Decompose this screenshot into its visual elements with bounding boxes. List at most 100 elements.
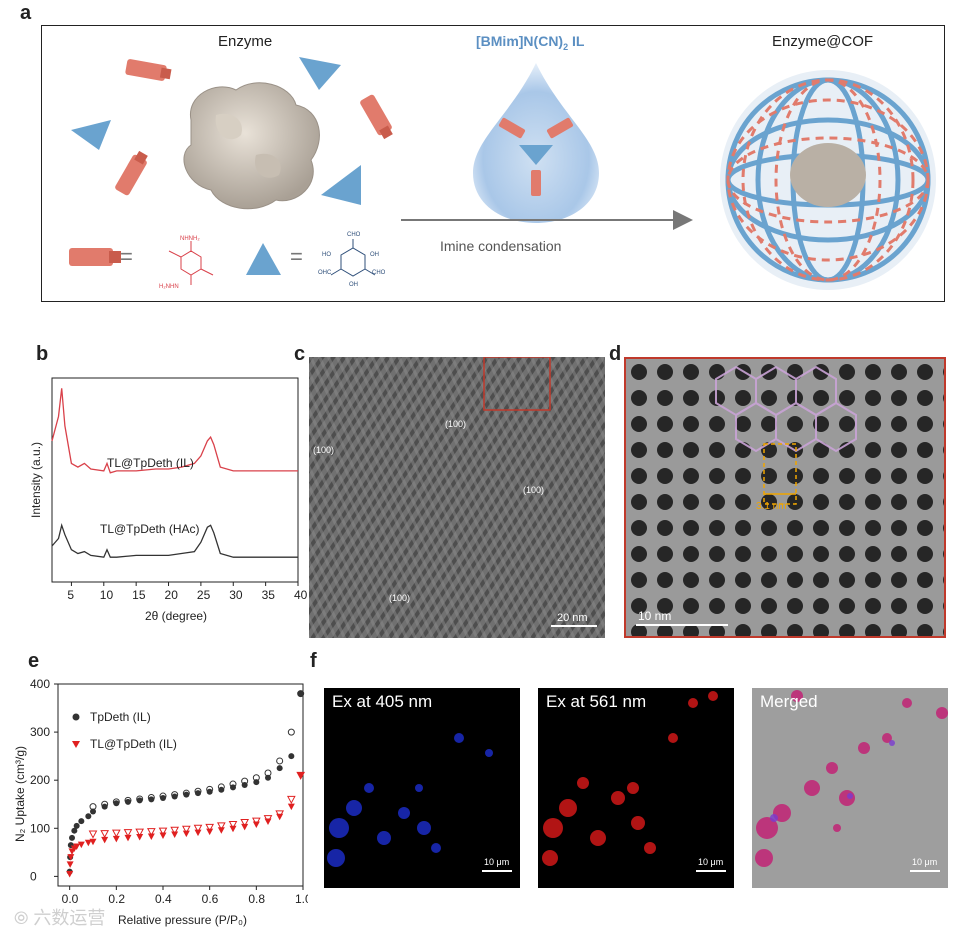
lattice-annotation-2: (100) — [445, 419, 467, 429]
scale-text-d: 10 nm — [638, 609, 672, 623]
point-tl-tpdeth-desorption — [205, 823, 215, 832]
legend-marker-tpdeth — [72, 713, 80, 721]
point-tpdeth-desorption — [112, 798, 120, 806]
xrd-xtick-label: 10 — [100, 588, 114, 602]
merged-image: Merged 10 μm — [752, 688, 948, 888]
point-tpdeth-desorption — [124, 796, 132, 804]
zoom-region-box — [483, 357, 551, 411]
isotherm-xtick-label: 0.2 — [108, 892, 125, 906]
isotherm-chart: 0 100 200 300 400 0.0 0.2 0.4 0.6 0.8 1.0 TpDeth (… — [13, 677, 308, 927]
linker-icon-1 — [125, 59, 172, 81]
enzyme-label: Enzyme — [218, 33, 273, 50]
triangle-node-icon-3 — [321, 165, 361, 205]
point-tl-tpdeth-adsorption — [206, 828, 214, 836]
point-tl-tpdeth-desorption — [263, 815, 273, 824]
legend-tl-tpdeth: TL@TpDeth (IL) — [90, 737, 177, 751]
scale-bar-d — [636, 624, 728, 626]
isotherm-xtick-label: 0.0 — [62, 892, 79, 906]
point-tpdeth-adsorption — [265, 774, 271, 781]
fluor-title-561: Ex at 561 nm — [546, 692, 647, 711]
point-tl-tpdeth-desorption — [286, 795, 296, 804]
molecule-label-cho-right: CHO — [372, 270, 386, 276]
point-tl-tpdeth-adsorption — [217, 827, 225, 834]
linker-molecule-structure — [168, 241, 214, 285]
isotherm-plot-frame — [57, 683, 304, 887]
lattice-annotation-4: (100) — [389, 593, 411, 603]
molecule-label-oh-bottom: OH — [349, 282, 358, 288]
point-tpdeth-desorption — [182, 789, 190, 797]
point-tpdeth-desorption — [147, 794, 155, 802]
xrd-xtick-label: 35 — [262, 588, 276, 602]
xrd-xtick-label: 40 — [294, 588, 308, 602]
linker-icon-3 — [360, 94, 393, 140]
merged-particles — [755, 690, 948, 867]
panel-letter-e: e — [28, 650, 40, 672]
tem-image-c: (100) (100) (100) (100) 20 nm — [309, 357, 605, 638]
fluorescence-561-image: Ex at 561 nm 10 μm — [538, 688, 734, 888]
point-tpdeth-adsorption — [195, 790, 201, 797]
lattice-annotation-3: (100) — [523, 485, 545, 495]
isotherm-ytick-label: 0 — [30, 869, 37, 883]
point-tl-tpdeth-adsorption — [66, 861, 74, 868]
point-tl-tpdeth-adsorption — [89, 838, 97, 846]
point-tl-tpdeth-adsorption — [67, 854, 75, 861]
fluorescence-405-image: Ex at 405 nm 10 μm — [324, 688, 520, 888]
point-tl-tpdeth-desorption — [111, 829, 121, 838]
point-tpdeth-desorption — [276, 757, 284, 765]
point-tl-tpdeth-desorption — [240, 819, 250, 828]
equals-sign-1: = — [120, 244, 133, 269]
point-tl-tpdeth-desorption — [88, 830, 98, 839]
point-tpdeth-desorption — [89, 803, 97, 811]
point-tpdeth-desorption — [206, 785, 214, 793]
legend-marker-tl-tpdeth — [72, 741, 80, 748]
scale-text-f1: 10 μm — [484, 857, 510, 867]
point-tl-tpdeth-adsorption — [77, 841, 85, 849]
xrd-label-hac: TL@TpDeth (HAc) — [100, 522, 200, 536]
point-tpdeth-desorption — [297, 690, 305, 698]
point-tpdeth-desorption — [264, 769, 272, 777]
fluor-title-405: Ex at 405 nm — [332, 692, 433, 711]
point-tl-tpdeth-desorption — [193, 824, 203, 833]
triangle-node-icon-1 — [71, 120, 111, 150]
product-label: Enzyme@COF — [772, 33, 874, 50]
xrd-xtick-label: 30 — [229, 588, 243, 602]
point-tl-tpdeth-desorption — [146, 828, 156, 837]
point-tl-tpdeth-adsorption — [112, 835, 120, 843]
panel-letter-b: b — [36, 343, 49, 365]
panel-letter-f: f — [310, 650, 317, 672]
molecule-label-cho-top: CHO — [347, 232, 361, 238]
isotherm-ytick-label: 100 — [30, 821, 50, 835]
point-tl-tpdeth-adsorption — [194, 829, 202, 837]
point-tl-tpdeth-adsorption — [287, 803, 295, 811]
molecule-label-ohc: OHC — [318, 270, 332, 276]
scale-bar-f1 — [482, 870, 512, 872]
panel-letter-d: d — [609, 343, 622, 365]
red-particles — [542, 691, 718, 866]
tem-texture-c — [309, 357, 605, 638]
watermark-text: 六数运营 — [33, 908, 106, 928]
point-tl-tpdeth-desorption — [181, 825, 191, 834]
point-tpdeth-desorption — [287, 728, 295, 736]
blue-particles — [327, 733, 493, 867]
pore-highlight-box — [763, 443, 797, 505]
point-tl-tpdeth-adsorption — [182, 830, 190, 838]
point-tpdeth-desorption — [101, 800, 109, 808]
watermark-logo: ⦾ 六数运营 — [14, 908, 106, 928]
molecule-label-nhnh2-top: NHNH₂ — [180, 236, 200, 242]
point-tl-tpdeth-adsorption — [136, 833, 144, 841]
linker-icon-legend — [69, 248, 121, 266]
point-tpdeth-adsorption — [276, 765, 283, 772]
xrd-ticks: 5 10 15 20 25 30 35 40 — [67, 582, 308, 602]
enzyme-cof-cage-icon — [720, 70, 936, 290]
tem-texture-d — [626, 359, 944, 636]
point-tpdeth-adsorption — [78, 818, 85, 825]
cof-structure-overlay — [715, 365, 857, 453]
isotherm-ytick-label: 200 — [30, 773, 50, 787]
point-tl-tpdeth-desorption — [135, 828, 145, 837]
panel-letter-c: c — [294, 343, 306, 365]
point-tl-tpdeth-adsorption — [84, 839, 92, 847]
point-tl-tpdeth-adsorption — [124, 834, 132, 842]
isotherm-xtick-label: 1.0 — [295, 892, 308, 906]
point-tl-tpdeth-desorption — [123, 829, 133, 838]
tem-image-d: 3.1 nm 10 nm — [624, 357, 946, 638]
